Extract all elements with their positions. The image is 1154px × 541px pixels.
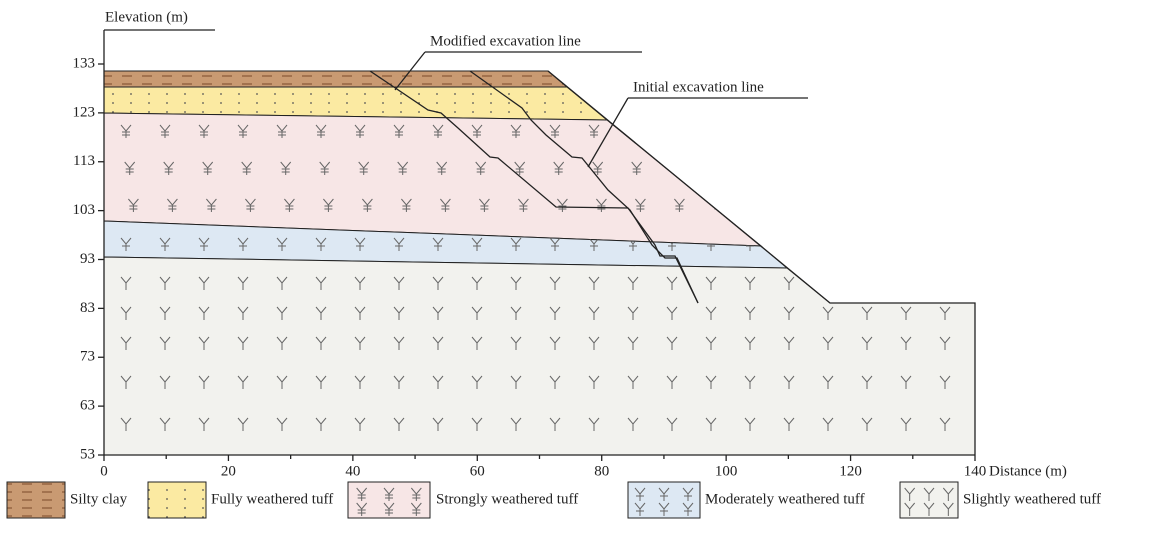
x-tick-label: 60 [470, 463, 485, 479]
rock-symbol [749, 162, 759, 175]
rock-symbol [788, 162, 798, 175]
rock-symbol [940, 277, 950, 290]
rock-symbol [947, 199, 957, 212]
rock-symbol [745, 125, 755, 138]
annotation: Modified excavation line [430, 33, 581, 49]
annotation: Initial excavation line [633, 79, 764, 95]
rock-symbol [791, 199, 801, 212]
rock-symbol [940, 125, 950, 138]
legend-label: Slightly weathered tuff [963, 491, 1101, 507]
legend-label: Moderately weathered tuff [705, 491, 865, 507]
rock-symbol [667, 125, 677, 138]
rock-symbol [752, 199, 762, 212]
rock-symbol [905, 162, 915, 175]
y-tick-label: 53 [80, 446, 95, 462]
y-tick-label: 83 [80, 300, 95, 316]
y-tick-label: 63 [80, 398, 95, 414]
rock-symbol [823, 238, 833, 251]
rock-symbol [827, 162, 837, 175]
rock-symbol [710, 162, 720, 175]
rock-symbol [944, 162, 954, 175]
x-tick-label: 40 [345, 463, 360, 479]
rock-symbol [901, 277, 911, 290]
x-tick-label: 0 [100, 463, 108, 479]
rock-symbol [823, 277, 833, 290]
y-tick-label: 73 [80, 349, 95, 365]
y-tick-label: 133 [73, 55, 96, 71]
rock-symbol [908, 199, 918, 212]
rock-symbol [784, 238, 794, 251]
rock-symbol [862, 238, 872, 251]
rock-symbol [784, 125, 794, 138]
rock-symbol [628, 125, 638, 138]
rock-symbol [862, 277, 872, 290]
legend: Silty clay Fully weathered tuff Strongly w… [7, 482, 1101, 518]
rock-symbol [862, 125, 872, 138]
rock-symbol [901, 238, 911, 251]
legend-label: Fully weathered tuff [211, 491, 333, 507]
page: Modified excavation line Initial excavat… [0, 0, 1154, 541]
slightly-weathered-layer [104, 257, 975, 455]
x-tick-label: 100 [715, 463, 738, 479]
y-tick-label: 93 [80, 251, 95, 267]
rock-symbol [706, 125, 716, 138]
x-tick-label: 140 [964, 463, 987, 479]
rock-symbol [940, 238, 950, 251]
y-tick-label: 123 [73, 104, 96, 120]
legend-swatch [7, 482, 65, 518]
legend-label: Strongly weathered tuff [436, 491, 578, 507]
x-axis-label: Distance (m) [989, 463, 1067, 479]
x-tick-label: 20 [221, 463, 236, 479]
x-tick-label: 120 [839, 463, 862, 479]
silty-clay-layer [104, 71, 567, 87]
rock-symbol [901, 125, 911, 138]
legend-swatch [148, 482, 206, 518]
y-tick-label: 113 [73, 153, 95, 169]
y-axis-label: Elevation (m) [105, 9, 188, 25]
rock-symbol [823, 125, 833, 138]
rock-symbol [866, 162, 876, 175]
y-tick-label: 103 [73, 202, 96, 218]
rock-symbol [869, 199, 879, 212]
legend-label: Silty clay [70, 491, 128, 507]
x-tick-label: 80 [594, 463, 609, 479]
rock-symbol [830, 199, 840, 212]
